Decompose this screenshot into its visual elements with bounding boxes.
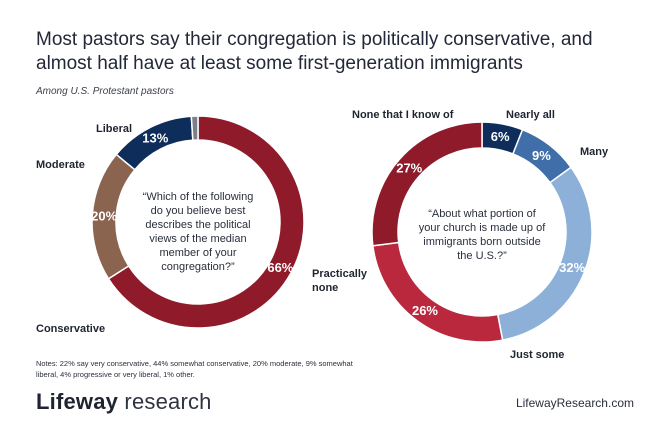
label-nearly-all: Nearly all [506,109,555,121]
label-moderate: Moderate [36,159,85,171]
political-slice-conservative [107,115,305,329]
immigrant-pct-nearly-all: 6% [491,129,510,144]
political-slice-other [190,115,199,141]
label-practically-none-line2: none [312,282,338,294]
chart-subtitle: Among U.S. Protestant pastors [36,86,174,97]
brand-light: research [118,389,212,414]
immigrants-donut: 6% 9% 32% 26% 27% [371,121,593,343]
chart-notes: Notes: 22% say very conservative, 44% so… [36,359,353,379]
right-donut-question: “About what portion of your church is ma… [418,208,546,262]
left-donut-question: “Which of the following do you believe b… [142,191,254,273]
label-none-that-i-know-of: None that I know of [352,109,454,121]
brand-bold: Lifeway [36,389,119,414]
immigrant-pct-none-that-i-know-of: 27% [396,160,422,175]
brand-logo: Lifeway research [36,389,212,415]
political-views-donut: 66% 20% 13% [91,115,305,329]
political-pct-moderate: 20% [91,209,117,224]
label-just-some: Just some [510,349,564,361]
immigrant-pct-just-some: 32% [559,260,585,275]
label-many: Many [580,146,609,158]
immigrant-slice-none-that-i-know-of [371,121,483,247]
immigrant-pct-practically-none: 26% [412,303,438,318]
website-url: LifewayResearch.com [515,396,634,410]
political-pct-liberal: 13% [142,131,168,146]
label-liberal: Liberal [96,123,132,135]
political-pct-conservative: 66% [267,260,293,275]
label-conservative: Conservative [36,323,105,335]
immigrant-pct-many: 9% [532,148,551,163]
chart-title: Most pastors say their congregation is p… [36,29,593,74]
label-practically-none-line1: Practically [312,268,368,280]
